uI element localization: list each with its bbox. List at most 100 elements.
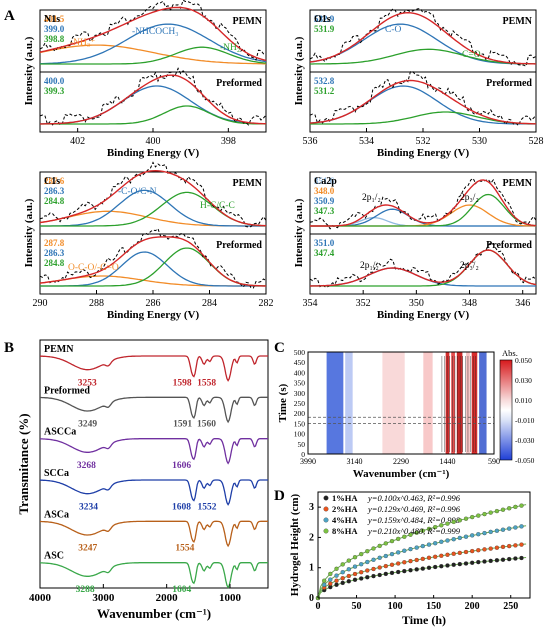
- swelling-data-point: [408, 568, 413, 573]
- swelling-data-point: [426, 555, 432, 560]
- swelling-y-tick-label: 1: [309, 563, 314, 574]
- swelling-panel: 1%HA y=0.100x^0.463, R²=0.996 2%HA y=0.129x…: [289, 491, 531, 627]
- xps-peak-value: 532.8: [314, 76, 335, 86]
- swelling-data-point: [463, 516, 469, 521]
- swelling-equation: y=0.100x^0.463, R²=0.996: [367, 493, 461, 503]
- xps-peak-label: C-O: [385, 25, 402, 35]
- colorbar-tick-label: 0.050: [515, 356, 532, 365]
- swelling-data-point: [365, 559, 370, 565]
- heatmap-band: [479, 352, 487, 454]
- xps-component-peak: [310, 111, 536, 125]
- heatmap-band: [326, 352, 344, 454]
- swelling-data-point: [408, 532, 413, 537]
- xps-fit-envelope: [39, 236, 266, 287]
- ftir-peak-label: 1560: [197, 420, 216, 430]
- colorbar-tick-label: 0.030: [515, 376, 532, 385]
- swelling-data-point: [402, 548, 407, 553]
- xps-fit-envelope: [310, 179, 537, 227]
- swelling-x-tick-label: 150: [426, 601, 441, 612]
- xps-x-tick-label: 346: [515, 298, 530, 309]
- heatmap-y-tick-label: 250: [294, 399, 306, 408]
- xps-peak-value: 286.3: [44, 248, 65, 258]
- swelling-data-point: [377, 543, 382, 549]
- xps-x-tick-label: 530: [472, 136, 487, 147]
- swelling-data-point: [377, 572, 382, 578]
- xps-sample-label: Preformed: [216, 240, 262, 251]
- heatmap-y-tick-label: 400: [294, 368, 306, 377]
- xps-fit-envelope: [40, 74, 266, 125]
- swelling-data-point: [513, 543, 518, 548]
- xps-x-tick-label: 402: [70, 136, 85, 147]
- xps-x-tick-label: 286: [146, 298, 161, 309]
- xps-x-tick-label: 354: [303, 298, 318, 309]
- swelling-data-point: [389, 562, 395, 567]
- swelling-data-point: [408, 546, 413, 552]
- ftir-peak-label: 1598: [173, 378, 192, 388]
- xps-x-tick-label: 534: [359, 136, 374, 147]
- xps-sample-label: Preformed: [486, 240, 532, 251]
- swelling-data-point: [494, 558, 500, 563]
- swelling-x-axis-label: Time (h): [402, 613, 446, 627]
- swelling-data-point: [383, 563, 388, 569]
- swelling-data-point: [513, 525, 518, 530]
- swelling-data-point: [359, 576, 364, 581]
- swelling-data-point: [476, 559, 481, 565]
- ftir-spectrum: [40, 396, 268, 424]
- heatmap-y-tick-label: 450: [294, 358, 306, 367]
- xps-peak-label: -NH₃⁺: [70, 38, 95, 48]
- swelling-data-point: [414, 545, 419, 550]
- xps-y-axis-label: Intensity (a.u.): [23, 36, 35, 105]
- swelling-data-point: [470, 560, 475, 565]
- panel-label-b: B: [4, 340, 14, 356]
- xps-title: C1s: [44, 176, 60, 187]
- swelling-data-point: [346, 567, 351, 572]
- swelling-data-point: [433, 554, 438, 559]
- swelling-data-point: [402, 560, 407, 565]
- xps-component-peak: [39, 23, 267, 65]
- swelling-x-tick-label: 50: [352, 601, 362, 612]
- xps-component-peak: [40, 105, 267, 125]
- swelling-data-point: [439, 523, 444, 528]
- swelling-legend-marker: [323, 528, 329, 534]
- xps-peak-value: 351.6: [314, 176, 335, 186]
- swelling-equation: y=0.210x^0.480, R²=0.999: [367, 526, 461, 536]
- swelling-data-point: [396, 569, 401, 575]
- swelling-data-point: [352, 577, 358, 582]
- xps-peak-value: 284.8: [44, 196, 65, 206]
- heatmap-band: [451, 352, 455, 454]
- swelling-data-point: [476, 513, 481, 518]
- xps-fit-envelope: [309, 11, 537, 65]
- ftir-frame: [39, 339, 269, 589]
- xps-component-peak: [40, 189, 266, 227]
- swelling-data-point: [389, 551, 395, 557]
- swelling-data-point: [334, 582, 339, 587]
- swelling-data-point: [451, 551, 456, 556]
- heatmap-y-tick-label: 500: [294, 348, 306, 357]
- swelling-data-point: [426, 526, 432, 532]
- swelling-data-point: [371, 566, 376, 572]
- xps-peak-value: 286.3: [44, 186, 65, 196]
- xps-peak-value: 398.8: [44, 34, 65, 44]
- xps-peak-label: 2p₁/₂: [360, 261, 379, 271]
- xps-x-axis-label: Binding Energy (V): [107, 147, 200, 159]
- xps-fit-envelope: [309, 79, 536, 125]
- xps-x-tick-label: 348: [462, 298, 477, 309]
- swelling-data-point: [383, 541, 388, 546]
- heatmap-band: [382, 352, 405, 454]
- colorbar-tick-label: -0.010: [515, 416, 535, 425]
- xps-x-tick-label: 400: [146, 136, 161, 147]
- swelling-data-point: [488, 558, 493, 564]
- swelling-data-point: [507, 506, 512, 511]
- swelling-data-point: [414, 530, 419, 535]
- heatmap-band: [456, 352, 463, 454]
- colorbar-tick-label: -0.030: [515, 436, 535, 445]
- swelling-legend-label: 4%HA: [332, 515, 358, 525]
- heatmap-x-tick-label: 1440: [440, 457, 456, 466]
- ftir-panel: PEMN 3253 1598 1558 Preformed 3249 1591 1560 ASC…: [16, 339, 269, 621]
- swelling-data-point: [457, 561, 462, 567]
- swelling-data-point: [433, 564, 438, 570]
- heatmap-x-tick-label: 3990: [300, 457, 316, 466]
- swelling-data-point: [340, 580, 345, 586]
